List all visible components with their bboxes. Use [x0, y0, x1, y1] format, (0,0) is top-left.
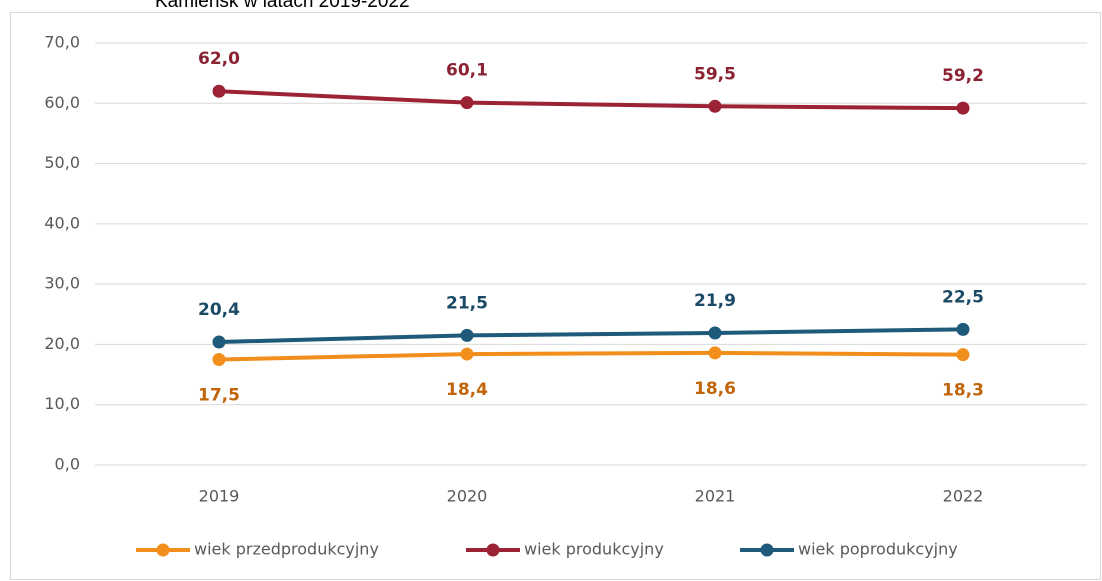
x-tick-label: 2021 [695, 487, 736, 506]
data-label: 18,4 [446, 380, 488, 400]
data-point [460, 328, 474, 342]
data-point [708, 326, 722, 340]
legend-label: wiek poprodukcyjny [798, 540, 958, 559]
data-point [212, 353, 226, 366]
x-tick-label: 2022 [943, 487, 984, 506]
y-tick-label: 70,0 [44, 33, 80, 52]
data-point [460, 347, 474, 361]
series-line [218, 89, 964, 111]
data-point [460, 96, 474, 110]
y-tick-label: 20,0 [44, 334, 80, 353]
data-point [956, 101, 970, 115]
y-tick-label: 40,0 [44, 213, 80, 232]
series-line [218, 350, 964, 362]
legend-marker [486, 543, 500, 557]
data-point [708, 346, 722, 360]
chart-title: Kamieńsk w latach 2019-2022 [155, 0, 410, 12]
data-label: 21,9 [694, 291, 736, 311]
data-label: 18,6 [694, 379, 736, 399]
data-label: 21,5 [446, 293, 488, 313]
data-label: 18,3 [942, 381, 984, 401]
legend-marker [156, 543, 170, 557]
data-label: 59,5 [694, 64, 736, 84]
legend-label: wiek przedprodukcyjny [194, 540, 379, 559]
chart-border [10, 12, 1101, 580]
legend-label: wiek produkcyjny [524, 540, 664, 559]
data-point [956, 322, 970, 336]
y-tick-label: 10,0 [44, 394, 80, 413]
data-point [708, 99, 722, 113]
data-label: 59,2 [942, 66, 984, 86]
data-point [212, 335, 226, 349]
x-tick-label: 2019 [199, 487, 240, 506]
series-line [218, 327, 964, 345]
y-tick-label: 0,0 [55, 455, 80, 474]
legend-marker [760, 543, 774, 557]
y-tick-label: 50,0 [44, 153, 80, 172]
y-tick-label: 30,0 [44, 274, 80, 293]
data-label: 62,0 [198, 49, 240, 69]
data-label: 22,5 [942, 287, 984, 307]
data-point [212, 84, 226, 98]
data-label: 60,1 [446, 61, 488, 81]
x-tick-label: 2020 [447, 487, 488, 506]
data-label: 20,4 [198, 300, 240, 320]
data-label: 17,5 [198, 386, 240, 406]
y-tick-label: 60,0 [44, 93, 80, 112]
data-point [956, 348, 970, 362]
